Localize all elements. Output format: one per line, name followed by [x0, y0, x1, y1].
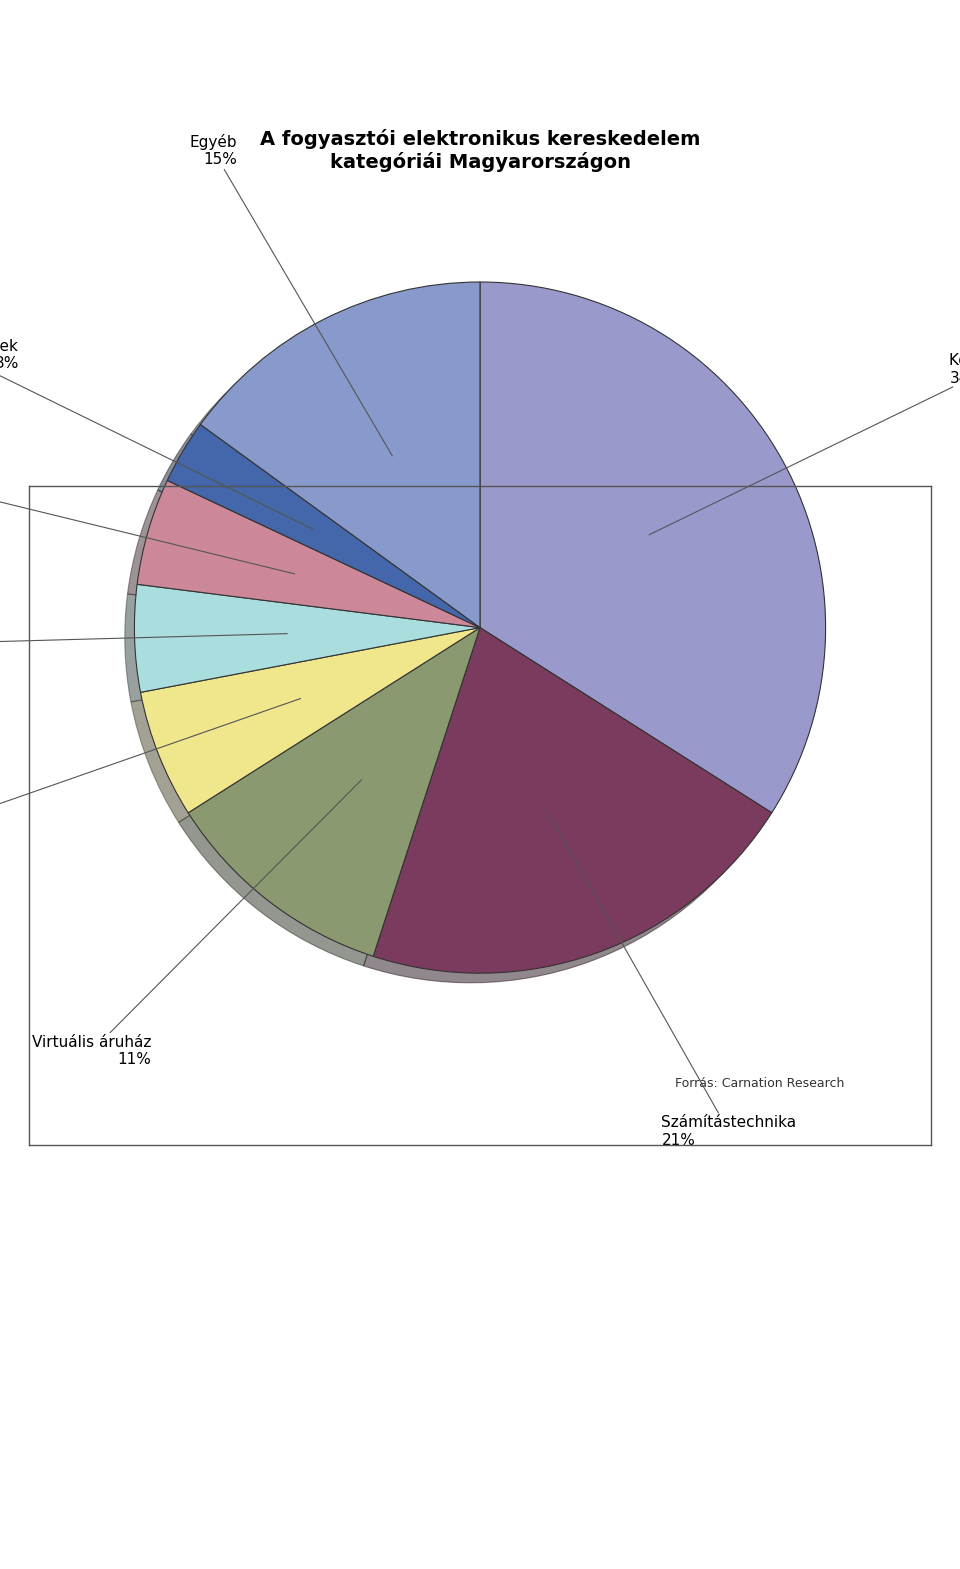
Wedge shape — [167, 425, 480, 628]
Text: Fogyasztói
elektronika
6%: Fogyasztói elektronika 6% — [0, 698, 300, 850]
Text: Számítástechnika
21%: Számítástechnika 21% — [545, 810, 797, 1149]
Text: Lakásfelszerelés
5%: Lakásfelszerelés 5% — [0, 461, 295, 574]
Text: Virtuális áruház
11%: Virtuális áruház 11% — [33, 780, 362, 1067]
Wedge shape — [188, 628, 480, 956]
Wedge shape — [134, 584, 480, 692]
Wedge shape — [480, 282, 826, 813]
Wedge shape — [137, 480, 480, 628]
Text: Online aukció
5%: Online aukció 5% — [0, 628, 287, 661]
Text: Autóalkatrészek
3%: Autóalkatrészek 3% — [0, 339, 314, 530]
Title: A fogyasztói elektronikus kereskedelem
kategóriái Magyarországon: A fogyasztói elektronikus kereskedelem k… — [260, 129, 700, 173]
Text: Forrás: Carnation Research: Forrás: Carnation Research — [676, 1078, 845, 1090]
Wedge shape — [373, 628, 772, 973]
Text: Könyv, CD
34%: Könyv, CD 34% — [649, 353, 960, 535]
Text: Egyéb
15%: Egyéb 15% — [189, 133, 393, 457]
Wedge shape — [140, 628, 480, 813]
Wedge shape — [201, 282, 480, 628]
